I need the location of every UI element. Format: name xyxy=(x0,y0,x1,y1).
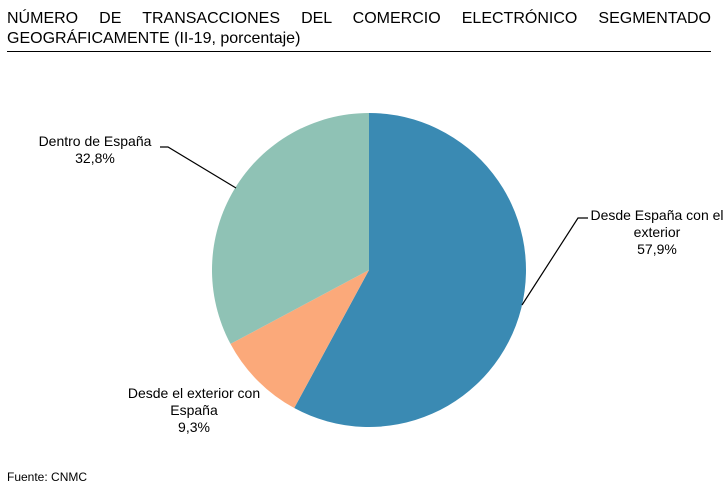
category-label: Desde el exterior con España xyxy=(127,385,261,418)
leader-line xyxy=(521,217,588,306)
category-label: Desde España con el exterior xyxy=(590,207,724,240)
pie-slice xyxy=(230,270,369,409)
leader-line xyxy=(160,146,237,189)
slice-label: Desde el exterior con España 9,3% xyxy=(124,385,264,436)
slice-label: Dentro de España 32,8% xyxy=(22,133,168,167)
chart-title: NÚMERO DE TRANSACCIONES DEL COMERCIO ELE… xyxy=(7,9,711,52)
category-label: Dentro de España xyxy=(38,133,152,149)
source: Fuente: CNMC xyxy=(7,470,88,484)
value-label: 32,8% xyxy=(75,150,115,166)
pie-slice xyxy=(211,113,369,344)
value-label: 9,3% xyxy=(178,419,210,435)
slice-label: Desde España con el exterior 57,9% xyxy=(588,207,726,258)
value-label: 57,9% xyxy=(637,241,677,257)
pie-slice xyxy=(294,113,526,427)
